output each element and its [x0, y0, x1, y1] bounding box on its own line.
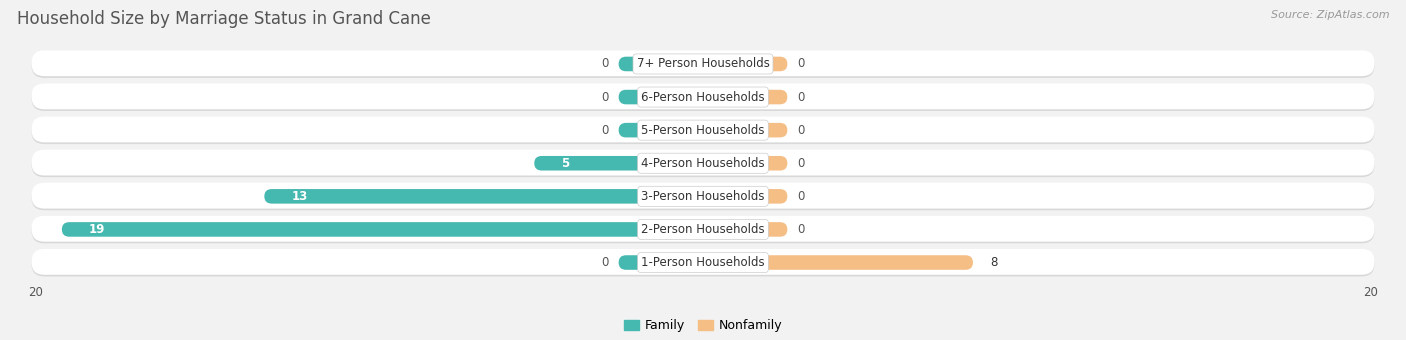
- FancyBboxPatch shape: [619, 57, 703, 71]
- FancyBboxPatch shape: [31, 249, 1375, 275]
- FancyBboxPatch shape: [619, 90, 703, 104]
- Text: 13: 13: [291, 190, 308, 203]
- Text: 2-Person Households: 2-Person Households: [641, 223, 765, 236]
- FancyBboxPatch shape: [31, 184, 1375, 210]
- FancyBboxPatch shape: [31, 251, 1375, 276]
- Text: 8: 8: [990, 256, 997, 269]
- FancyBboxPatch shape: [31, 118, 1375, 144]
- Text: 7+ Person Households: 7+ Person Households: [637, 57, 769, 70]
- FancyBboxPatch shape: [703, 156, 787, 171]
- FancyBboxPatch shape: [62, 222, 703, 237]
- Legend: Family, Nonfamily: Family, Nonfamily: [619, 314, 787, 337]
- Text: 19: 19: [89, 223, 105, 236]
- FancyBboxPatch shape: [31, 216, 1375, 242]
- Text: Source: ZipAtlas.com: Source: ZipAtlas.com: [1271, 10, 1389, 20]
- Text: 0: 0: [797, 190, 804, 203]
- Text: 5-Person Households: 5-Person Households: [641, 124, 765, 137]
- FancyBboxPatch shape: [264, 189, 703, 204]
- Text: 0: 0: [602, 124, 609, 137]
- Text: 6-Person Households: 6-Person Households: [641, 90, 765, 104]
- FancyBboxPatch shape: [31, 218, 1375, 243]
- FancyBboxPatch shape: [31, 117, 1375, 142]
- Text: 0: 0: [602, 57, 609, 70]
- Text: 4-Person Households: 4-Person Households: [641, 157, 765, 170]
- Text: 0: 0: [797, 124, 804, 137]
- FancyBboxPatch shape: [619, 123, 703, 137]
- Text: 20: 20: [28, 286, 44, 299]
- FancyBboxPatch shape: [31, 84, 1375, 109]
- FancyBboxPatch shape: [703, 123, 787, 137]
- FancyBboxPatch shape: [703, 57, 787, 71]
- Text: 0: 0: [602, 256, 609, 269]
- Text: 0: 0: [797, 57, 804, 70]
- Text: 3-Person Households: 3-Person Households: [641, 190, 765, 203]
- FancyBboxPatch shape: [534, 156, 703, 171]
- FancyBboxPatch shape: [31, 85, 1375, 111]
- Text: Household Size by Marriage Status in Grand Cane: Household Size by Marriage Status in Gra…: [17, 10, 430, 28]
- FancyBboxPatch shape: [703, 189, 787, 204]
- Text: 5: 5: [561, 157, 569, 170]
- FancyBboxPatch shape: [703, 255, 973, 270]
- Text: 0: 0: [797, 90, 804, 104]
- FancyBboxPatch shape: [31, 52, 1375, 78]
- FancyBboxPatch shape: [31, 150, 1375, 175]
- Text: 1-Person Households: 1-Person Households: [641, 256, 765, 269]
- FancyBboxPatch shape: [703, 222, 787, 237]
- Text: 0: 0: [797, 157, 804, 170]
- Text: 20: 20: [1362, 286, 1378, 299]
- FancyBboxPatch shape: [31, 50, 1375, 76]
- FancyBboxPatch shape: [703, 90, 787, 104]
- FancyBboxPatch shape: [31, 183, 1375, 208]
- Text: 0: 0: [602, 90, 609, 104]
- Text: 0: 0: [797, 223, 804, 236]
- FancyBboxPatch shape: [31, 151, 1375, 177]
- FancyBboxPatch shape: [619, 255, 703, 270]
